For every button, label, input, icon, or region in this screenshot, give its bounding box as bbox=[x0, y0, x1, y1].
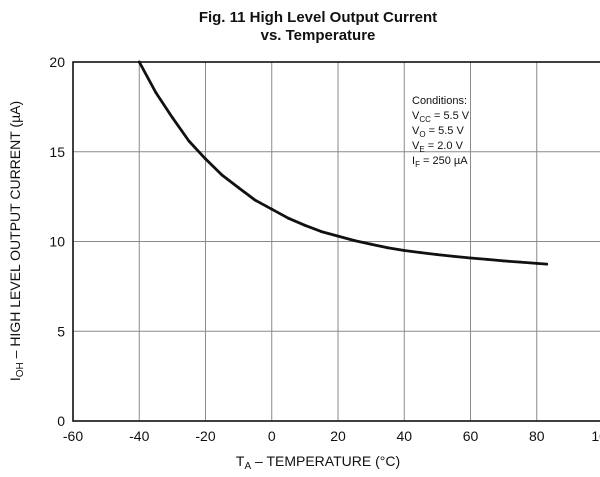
y-tick-label: 0 bbox=[57, 413, 65, 429]
x-axis-label: TA – TEMPERATURE (°C) bbox=[236, 453, 400, 472]
y-tick-label: 15 bbox=[49, 144, 65, 160]
conditions-heading: Conditions: bbox=[412, 95, 467, 107]
data-point bbox=[137, 60, 141, 64]
data-point bbox=[545, 262, 549, 266]
x-tick-label: 0 bbox=[268, 428, 276, 444]
data-point bbox=[187, 139, 191, 143]
data-point bbox=[353, 239, 356, 243]
data-point bbox=[286, 216, 290, 220]
x-tick-label: -20 bbox=[195, 428, 215, 444]
data-point bbox=[452, 255, 456, 258]
data-point bbox=[386, 246, 390, 250]
y-tick-labels: 0 5 10 15 20 bbox=[49, 54, 65, 429]
x-tick-label: 20 bbox=[330, 428, 346, 444]
data-point bbox=[518, 260, 522, 264]
data-point bbox=[535, 262, 539, 265]
x-tick-labels: -60 -40 -20 0 20 40 60 80 100 bbox=[63, 428, 600, 444]
y-tick-label: 5 bbox=[57, 323, 65, 339]
x-tick-label: 60 bbox=[463, 428, 479, 444]
chart-title: Fig. 11 High Level Output Current vs. Te… bbox=[199, 9, 437, 44]
x-tick-label: 80 bbox=[529, 428, 545, 444]
x-tick-label: -40 bbox=[129, 428, 149, 444]
data-point bbox=[220, 173, 224, 177]
plot-frame bbox=[72, 61, 600, 422]
y-tick-label: 10 bbox=[49, 234, 65, 250]
data-point bbox=[402, 249, 406, 252]
data-point bbox=[502, 259, 505, 263]
series-points bbox=[137, 60, 549, 266]
x-tick-label: 100 bbox=[591, 428, 600, 444]
data-point bbox=[485, 258, 489, 261]
chart-title-line-2: vs. Temperature bbox=[261, 27, 376, 44]
data-point bbox=[171, 116, 174, 119]
data-point bbox=[270, 207, 274, 211]
condition-vcc: VCC = 5.5 V bbox=[412, 110, 470, 124]
x-tick-label: -60 bbox=[63, 428, 83, 444]
condition-vo: VO = 5.5 V bbox=[412, 125, 464, 139]
data-point bbox=[320, 230, 323, 234]
y-axis-label: IOH – HIGH LEVEL OUTPUT CURRENT (µA) bbox=[7, 101, 26, 381]
x-tick-label: 40 bbox=[396, 428, 412, 444]
data-point bbox=[253, 198, 257, 202]
condition-ve: VE = 2.0 V bbox=[412, 140, 464, 154]
y-tick-label: 20 bbox=[49, 54, 65, 70]
data-point bbox=[154, 91, 158, 94]
data-point bbox=[303, 223, 307, 227]
data-point bbox=[204, 157, 207, 161]
data-point bbox=[469, 256, 472, 260]
condition-if: IF = 250 µA bbox=[412, 155, 468, 169]
chart-title-line-1: Fig. 11 High Level Output Current bbox=[199, 9, 437, 26]
data-point bbox=[369, 242, 373, 246]
data-point bbox=[419, 251, 423, 255]
data-point bbox=[436, 253, 439, 256]
data-point bbox=[336, 234, 340, 238]
series-line bbox=[137, 60, 549, 266]
gridlines bbox=[72, 61, 600, 422]
data-point bbox=[237, 186, 241, 190]
conditions-annotation: Conditions: VCC = 5.5 V VO = 5.5 V VE = … bbox=[412, 95, 470, 169]
